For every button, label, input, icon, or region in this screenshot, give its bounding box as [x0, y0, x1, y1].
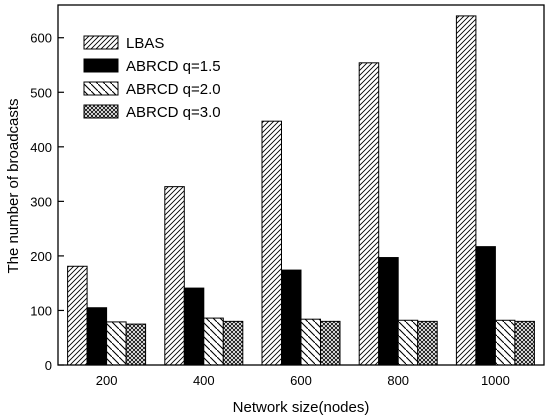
bar-abrcd-q-2-0-400: [203, 317, 224, 366]
bar-abrcd-q-3-0-400: [222, 320, 244, 366]
bar-abrcd-q-1-5-200: [86, 307, 108, 366]
bar-lbas-800: [358, 62, 380, 366]
x-tick-label: 600: [290, 373, 312, 388]
y-tick-label: 300: [30, 194, 52, 209]
legend-swatch: [83, 81, 119, 96]
bar-abrcd-q-3-0-200: [125, 323, 147, 366]
x-axis-label: Network size(nodes): [233, 399, 370, 416]
bar-abrcd-q-3-0-600: [320, 320, 341, 366]
bar-abrcd-q-1-5-400: [183, 287, 205, 366]
bar-abrcd-q-1-5-800: [378, 257, 399, 366]
legend-label: ABRCD q=2.0: [126, 81, 221, 98]
bar-abrcd-q-2-0-800: [397, 319, 419, 366]
bar-abrcd-q-2-0-1000: [494, 319, 516, 366]
x-tick-label: 800: [387, 373, 409, 388]
legend: LBAS ABRCD q=1.5 ABRCD q=2.0 ABRCD q=3.0: [83, 35, 221, 121]
y-axis-label: The number of broadcasts: [5, 98, 22, 273]
x-tick-label: 400: [193, 373, 215, 388]
x-tick-label: 1000: [481, 373, 510, 388]
y-tick-label: 400: [30, 140, 52, 155]
bar-lbas-1000: [455, 15, 477, 366]
bar-abrcd-q-2-0-200: [106, 321, 127, 366]
bar-lbas-400: [164, 186, 185, 366]
bar-lbas-200: [67, 265, 88, 366]
legend-swatch: [83, 58, 119, 73]
y-tick-label: 100: [30, 303, 52, 318]
bar-lbas-600: [261, 120, 282, 366]
bar-abrcd-q-2-0-600: [300, 318, 321, 366]
plot-frame: [57, 4, 545, 366]
legend-swatch: [83, 35, 119, 50]
y-tick-label: 500: [30, 85, 52, 100]
legend-label: ABRCD q=1.5: [126, 58, 221, 75]
legend-swatch: [83, 104, 119, 119]
bar-abrcd-q-3-0-1000: [514, 320, 535, 366]
y-tick-label: 0: [45, 358, 52, 373]
x-tick-label: 200: [96, 373, 118, 388]
bar-abrcd-q-1-5-600: [281, 269, 302, 366]
y-tick-label: 600: [30, 31, 52, 46]
bar-abrcd-q-3-0-800: [417, 320, 438, 366]
y-tick-label: 200: [30, 249, 52, 264]
legend-label: ABRCD q=3.0: [126, 104, 221, 121]
legend-label: LBAS: [126, 35, 164, 52]
bar-abrcd-q-1-5-1000: [475, 246, 496, 366]
